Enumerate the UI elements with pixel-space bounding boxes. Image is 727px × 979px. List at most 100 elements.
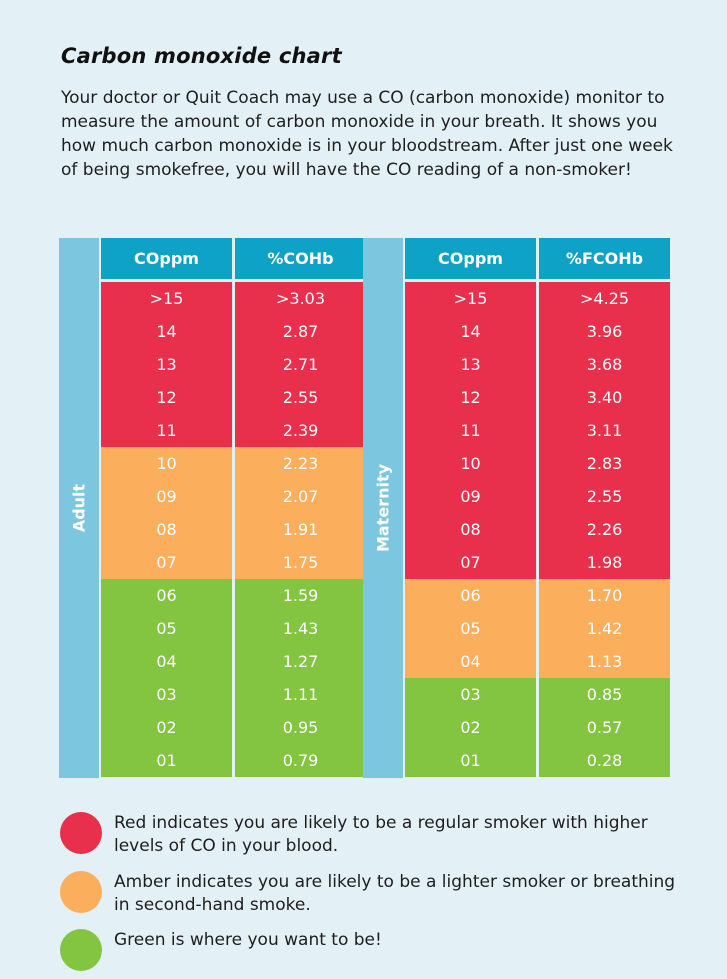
adult-cell-coppm: >15	[101, 282, 232, 315]
maternity-table-row: 08 2.26	[405, 513, 671, 546]
maternity-cell-value: 3.68	[539, 348, 670, 381]
maternity-cell-coppm: 12	[405, 381, 536, 414]
maternity-cell-value: 3.40	[539, 381, 670, 414]
maternity-cell-coppm: 08	[405, 513, 536, 546]
page-title: Carbon monoxide chart	[61, 44, 342, 68]
adult-cell-coppm: 11	[101, 414, 232, 447]
maternity-table-row: 13 3.68	[405, 348, 671, 381]
adult-table-row: 01 0.79	[101, 744, 367, 777]
maternity-header-coppm: COppm	[405, 238, 536, 279]
adult-table-row: 05 1.43	[101, 612, 367, 645]
adult-cell-value: 1.43	[235, 612, 366, 645]
adult-table-row: 12 2.55	[101, 381, 367, 414]
adult-table-row: 04 1.27	[101, 645, 367, 678]
adult-cell-coppm: 01	[101, 744, 232, 777]
legend-item-amber: Amber indicates you are likely to be a l…	[60, 871, 680, 917]
adult-table-row: 13 2.71	[101, 348, 367, 381]
adult-cell-coppm: 08	[101, 513, 232, 546]
adult-table-header: COppm %COHb	[101, 238, 367, 279]
adult-table-row: 08 1.91	[101, 513, 367, 546]
adult-panel: Adult COppm %COHb >15 >3.03 14 2.87 13 2.71 12…	[59, 238, 367, 778]
adult-side-bar: Adult	[59, 238, 99, 778]
adult-cell-value: 1.91	[235, 513, 366, 546]
maternity-table-body: >15 >4.25 14 3.96 13 3.68 12 3.40 11 3.11 10 2.83 09…	[405, 282, 671, 777]
adult-table-row: 07 1.75	[101, 546, 367, 579]
adult-cell-value: 2.71	[235, 348, 366, 381]
maternity-table-row: 12 3.40	[405, 381, 671, 414]
adult-cell-coppm: 13	[101, 348, 232, 381]
maternity-table-row: 03 0.85	[405, 678, 671, 711]
adult-table-row: >15 >3.03	[101, 282, 367, 315]
adult-cell-value: 0.95	[235, 711, 366, 744]
maternity-table-row: >15 >4.25	[405, 282, 671, 315]
adult-cell-coppm: 09	[101, 480, 232, 513]
maternity-cell-coppm: >15	[405, 282, 536, 315]
adult-table: COppm %COHb >15 >3.03 14 2.87 13 2.71 12 2.55 11…	[101, 238, 367, 778]
maternity-cell-coppm: 11	[405, 414, 536, 447]
maternity-label: Maternity	[373, 463, 393, 553]
maternity-table-row: 11 3.11	[405, 414, 671, 447]
maternity-table-row: 10 2.83	[405, 447, 671, 480]
adult-table-row: 09 2.07	[101, 480, 367, 513]
maternity-cell-value: 2.26	[539, 513, 670, 546]
maternity-cell-value: 3.11	[539, 414, 670, 447]
maternity-cell-coppm: 03	[405, 678, 536, 711]
maternity-cell-value: 0.57	[539, 711, 670, 744]
adult-cell-value: >3.03	[235, 282, 366, 315]
amber-dot-icon	[60, 871, 102, 913]
maternity-cell-coppm: 05	[405, 612, 536, 645]
maternity-cell-value: 1.13	[539, 645, 670, 678]
adult-cell-value: 1.59	[235, 579, 366, 612]
maternity-cell-coppm: 10	[405, 447, 536, 480]
legend-item-green: Green is where you want to be!	[60, 929, 382, 971]
red-dot-icon	[60, 812, 102, 854]
adult-cell-value: 2.07	[235, 480, 366, 513]
adult-cell-coppm: 04	[101, 645, 232, 678]
adult-cell-coppm: 12	[101, 381, 232, 414]
maternity-cell-coppm: 06	[405, 579, 536, 612]
maternity-cell-value: 1.70	[539, 579, 670, 612]
adult-cell-coppm: 02	[101, 711, 232, 744]
maternity-cell-coppm: 04	[405, 645, 536, 678]
legend-text-amber: Amber indicates you are likely to be a l…	[114, 872, 676, 915]
maternity-cell-coppm: 01	[405, 744, 536, 777]
adult-table-row: 14 2.87	[101, 315, 367, 348]
adult-table-row: 03 1.11	[101, 678, 367, 711]
maternity-cell-value: 3.96	[539, 315, 670, 348]
adult-cell-value: 2.23	[235, 447, 366, 480]
adult-cell-value: 0.79	[235, 744, 366, 777]
maternity-table-row: 01 0.28	[405, 744, 671, 777]
maternity-table-row: 02 0.57	[405, 711, 671, 744]
maternity-cell-coppm: 09	[405, 480, 536, 513]
maternity-table-row: 04 1.13	[405, 645, 671, 678]
maternity-cell-coppm: 02	[405, 711, 536, 744]
maternity-table-header: COppm %FCOHb	[405, 238, 671, 279]
legend-text-green: Green is where you want to be!	[114, 930, 382, 950]
maternity-side-bar: Maternity	[363, 238, 403, 778]
adult-header-coppm: COppm	[101, 238, 232, 279]
maternity-cell-value: 2.83	[539, 447, 670, 480]
maternity-cell-coppm: 14	[405, 315, 536, 348]
green-dot-icon	[60, 929, 102, 971]
maternity-panel: Maternity COppm %FCOHb >15 >4.25 14 3.96 13 3…	[363, 238, 671, 778]
maternity-table: COppm %FCOHb >15 >4.25 14 3.96 13 3.68 12 3.40 1…	[405, 238, 671, 778]
adult-header-cohb: %COHb	[235, 238, 366, 279]
maternity-cell-coppm: 13	[405, 348, 536, 381]
adult-table-row: 11 2.39	[101, 414, 367, 447]
maternity-table-row: 06 1.70	[405, 579, 671, 612]
intro-paragraph: Your doctor or Quit Coach may use a CO (…	[61, 88, 673, 180]
adult-cell-coppm: 07	[101, 546, 232, 579]
adult-cell-coppm: 03	[101, 678, 232, 711]
adult-cell-value: 1.75	[235, 546, 366, 579]
maternity-table-row: 09 2.55	[405, 480, 671, 513]
maternity-cell-value: 2.55	[539, 480, 670, 513]
adult-cell-coppm: 06	[101, 579, 232, 612]
adult-cell-value: 1.27	[235, 645, 366, 678]
legend-text-red: Red indicates you are likely to be a reg…	[114, 813, 648, 856]
maternity-header-fcohb: %FCOHb	[539, 238, 670, 279]
adult-cell-coppm: 05	[101, 612, 232, 645]
maternity-cell-value: 0.85	[539, 678, 670, 711]
maternity-cell-value: 1.42	[539, 612, 670, 645]
adult-table-row: 06 1.59	[101, 579, 367, 612]
adult-cell-value: 2.87	[235, 315, 366, 348]
